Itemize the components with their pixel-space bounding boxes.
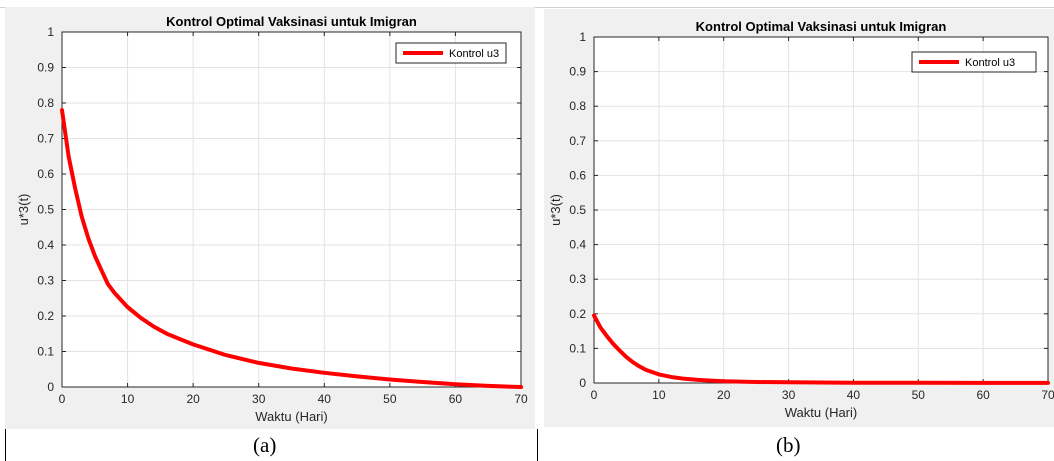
x-tick-label: 70 bbox=[1041, 388, 1054, 402]
panel-b: 0 10 20 30 40 50 60 70 0 0.1 0.2 0.3 0.4 0.5 0.6 0.7 0.8… bbox=[538, 0, 1054, 461]
y-axis-label: u*3(t) bbox=[548, 194, 563, 226]
y-tick-label: 0.4 bbox=[37, 238, 54, 252]
y-tick-label: 0.2 bbox=[569, 307, 586, 321]
legend-box bbox=[911, 51, 1037, 73]
caption-a: (a) bbox=[253, 433, 277, 457]
x-tick-label: 50 bbox=[912, 388, 926, 402]
y-tick-label: 0.3 bbox=[569, 272, 586, 286]
legend-box bbox=[395, 42, 507, 64]
x-tick-label: 40 bbox=[318, 392, 332, 406]
x-axis-label: Waktu (Hari) bbox=[255, 409, 327, 424]
x-axis-label: Waktu (Hari) bbox=[785, 405, 857, 420]
series-line-1 bbox=[60, 108, 523, 389]
x-tick-label: 40 bbox=[847, 388, 861, 402]
y-tick-label: 0.5 bbox=[37, 203, 54, 217]
x-tick-label: 10 bbox=[121, 392, 135, 406]
divider-middle bbox=[537, 429, 538, 461]
y-tick-label: 1 bbox=[579, 30, 586, 44]
x-tick-label: 0 bbox=[59, 392, 66, 406]
x-tick-label: 30 bbox=[782, 388, 796, 402]
panel-a: 0 10 20 30 40 50 60 70 0 0.1 0.2 0.3 0.4 0.5 0.6 0.7 0.8… bbox=[5, 7, 535, 457]
y-tick-label: 0.2 bbox=[37, 309, 54, 323]
y-tick-label: 0.6 bbox=[37, 167, 54, 181]
y-tick-label: 0 bbox=[579, 376, 586, 390]
chart-a: 0 10 20 30 40 50 60 70 0 0.1 0.2 0.3 0.4 0.5 0.6 0.7 0.8… bbox=[16, 14, 528, 424]
y-tick-label: 0.6 bbox=[569, 168, 586, 182]
y-tick-label: 1 bbox=[47, 25, 54, 39]
x-tick-label: 0 bbox=[591, 388, 598, 402]
y-tick-label: 0 bbox=[47, 380, 54, 394]
y-tick-label: 0.8 bbox=[37, 96, 54, 110]
x-tick-label: 60 bbox=[449, 392, 463, 406]
y-axis-label: u*3(t) bbox=[16, 194, 31, 226]
y-tick-label: 0.1 bbox=[37, 345, 54, 359]
x-tick-label: 70 bbox=[514, 392, 528, 406]
legend-label: Kontrol u3 bbox=[449, 48, 499, 60]
chart-b: 0 10 20 30 40 50 60 70 0 0.1 0.2 0.3 0.4 0.5 0.6 0.7 0.8… bbox=[548, 19, 1054, 420]
y-tick-label: 0.7 bbox=[37, 132, 54, 146]
y-tick-label: 0.1 bbox=[569, 341, 586, 355]
chart-title: Kontrol Optimal Vaksinasi untuk Imigran bbox=[696, 19, 947, 34]
legend: Kontrol u3 bbox=[911, 51, 1037, 73]
legend-label: Kontrol u3 bbox=[965, 57, 1015, 69]
y-tick-label: 0.4 bbox=[569, 238, 586, 252]
chart-title: Kontrol Optimal Vaksinasi untuk Imigran bbox=[166, 14, 417, 29]
divider-left bbox=[5, 429, 6, 461]
y-tick-label: 0.3 bbox=[37, 274, 54, 288]
series-line-1 bbox=[592, 313, 1050, 385]
y-tick-label: 0.7 bbox=[569, 134, 586, 148]
x-tick-label: 10 bbox=[652, 388, 666, 402]
x-tick-label: 50 bbox=[383, 392, 397, 406]
x-tick-label: 20 bbox=[717, 388, 731, 402]
y-tick-label: 0.8 bbox=[569, 99, 586, 113]
x-tick-label: 20 bbox=[186, 392, 200, 406]
legend: Kontrol u3 bbox=[395, 42, 507, 64]
y-tick-label: 0.5 bbox=[569, 203, 586, 217]
x-tick-label: 60 bbox=[976, 388, 990, 402]
caption-b: (b) bbox=[776, 433, 801, 457]
x-tick-label: 30 bbox=[252, 392, 266, 406]
y-tick-label: 0.9 bbox=[569, 65, 586, 79]
y-tick-label: 0.9 bbox=[37, 61, 54, 75]
